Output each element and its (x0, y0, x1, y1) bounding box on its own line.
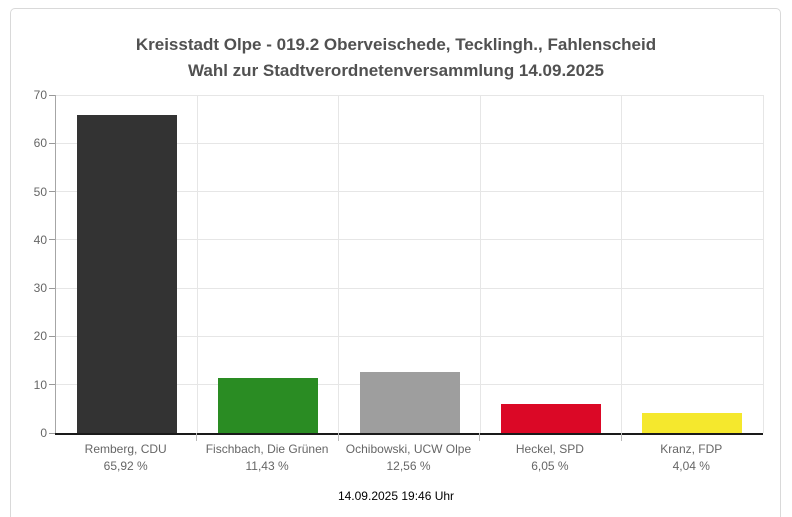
y-axis-label-0: 0 (40, 426, 47, 440)
y-axis-tick-10 (49, 384, 55, 386)
h-gridline-40 (56, 239, 763, 241)
h-gridline-30 (56, 287, 763, 289)
h-gridline-50 (56, 191, 763, 193)
x-axis-label-3: Ochibowski, UCW Olpe 12,56 % (338, 441, 479, 475)
y-axis-label-30: 30 (33, 281, 47, 296)
chart-subtitle: Wahl zur Stadtverordnetenversammlung 14.… (187, 61, 605, 80)
x-axis-tick-3 (479, 433, 481, 441)
y-axis-label-20: 20 (33, 329, 47, 344)
category-percentage: 65,92 % (103, 459, 148, 473)
y-axis-tick-20 (49, 335, 55, 337)
y-axis-tick-0 (49, 432, 55, 434)
x-axis-label-5: Kranz, FDP 4,04 % (621, 441, 762, 475)
bar-remberg-cdu[interactable] (76, 114, 177, 433)
chart-title: Kreisstadt Olpe - 019.2 Oberveischede, T… (135, 35, 657, 54)
v-gridline-2 (338, 95, 340, 433)
y-axis-label-70: 70 (33, 88, 47, 102)
y-axis-label-60: 60 (33, 136, 47, 151)
plot-area (55, 94, 764, 433)
bar-ochibowski-ucw-olpe[interactable] (359, 372, 460, 433)
category-name: Ochibowski, UCW Olpe (345, 442, 472, 456)
v-gridline-3 (479, 95, 481, 433)
category-percentage: 6,05 % (531, 459, 569, 473)
x-axis-tick-4 (620, 433, 622, 441)
y-axis-label-50: 50 (33, 184, 47, 199)
x-axis-tick-2 (337, 433, 339, 441)
x-axis-label-2: Fischbach, Die Grünen 11,43 % (196, 441, 337, 475)
category-name: Heckel, SPD (515, 442, 584, 456)
title-block: Kreisstadt Olpe - 019.2 Oberveischede, T… (10, 32, 782, 84)
v-gridline-1 (196, 95, 198, 433)
category-percentage: 11,43 % (245, 459, 289, 473)
y-axis-tick-60 (49, 142, 55, 144)
h-gridline-20 (56, 335, 763, 337)
category-percentage: 12,56 % (386, 459, 431, 473)
y-axis-label-40: 40 (33, 232, 47, 247)
bar-kranz-fdp[interactable] (642, 413, 743, 433)
y-axis-tick-30 (49, 287, 55, 289)
timestamp-caption: 14.09.2025 19:46 Uhr (337, 489, 455, 503)
y-axis-tick-70 (49, 94, 55, 96)
y-axis-tick-40 (49, 239, 55, 241)
category-percentage: 4,04 % (672, 459, 710, 473)
h-gridline-70 (56, 94, 763, 96)
category-name: Kranz, FDP (660, 442, 723, 456)
x-axis-line (55, 433, 763, 435)
chart-panel-border (10, 8, 781, 517)
x-axis-label-1: Remberg, CDU 65,92 % (55, 441, 196, 475)
category-name: Remberg, CDU (84, 442, 167, 456)
x-axis-label-4: Heckel, SPD 6,05 % (479, 441, 620, 475)
v-gridline-4 (621, 95, 623, 433)
category-name: Fischbach, Die Grünen (205, 442, 329, 456)
h-gridline-60 (56, 142, 763, 144)
bar-fischbach-die-gr-nen[interactable] (218, 377, 319, 433)
v-gridline-5 (762, 95, 764, 433)
y-axis-tick-50 (49, 191, 55, 193)
y-axis-label-10: 10 (33, 377, 47, 392)
x-axis-tick-1 (196, 433, 198, 441)
bar-heckel-spd[interactable] (500, 403, 601, 433)
